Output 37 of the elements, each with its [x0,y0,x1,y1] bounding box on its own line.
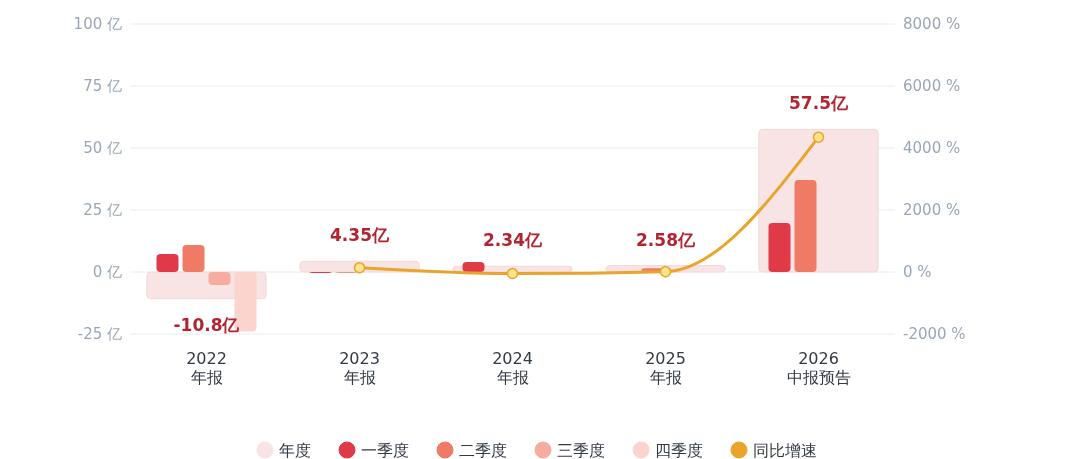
x-tick-label: 2024 年报 [492,349,533,387]
x-tick-label: 2026 中报预告 [786,349,851,387]
data-label: 2.58亿 [636,229,696,250]
point [506,267,519,280]
x-tick-label: 2025 年报 [645,349,686,387]
y-tick-label: -25 亿 [77,325,122,344]
data-label: 4.35亿 [330,225,390,246]
y-tick-label: 25 亿 [83,201,122,220]
y2-tick-label: 8000 % [903,15,961,34]
bar [208,272,231,285]
bar [794,179,817,272]
legend-label: 同比增速 [753,441,817,459]
y2-tick-label: -2000 % [903,325,966,344]
bar [182,244,205,272]
y2-tick-label: 2000 % [903,201,961,220]
y2-tick-label: 4000 % [903,139,961,158]
legend-label: 一季度 [361,441,409,459]
y-tick-label: 0 亿 [92,263,122,282]
y2-tick-label: 0 % [903,263,932,282]
legend-label: 二季度 [459,441,507,459]
point [812,131,825,143]
legend-label: 四季度 [655,441,703,459]
point [353,261,366,274]
y-tick-label: 50 亿 [83,139,122,158]
data-label: 57.5亿 [789,93,849,114]
bar [768,222,791,272]
legend-label: 三季度 [557,441,605,459]
legend-label: 年度 [279,441,311,459]
x-tick-label: 2022 年报 [186,349,227,387]
y2-tick-label: 6000 % [903,77,961,96]
x-tick-label: 2023 年报 [339,349,380,387]
point [659,265,672,278]
y-tick-label: 100 亿 [73,15,122,34]
data-label: 2.34亿 [483,230,543,251]
y-tick-label: 75 亿 [83,77,122,96]
data-label: -10.8亿 [173,314,241,335]
bar [156,253,179,272]
